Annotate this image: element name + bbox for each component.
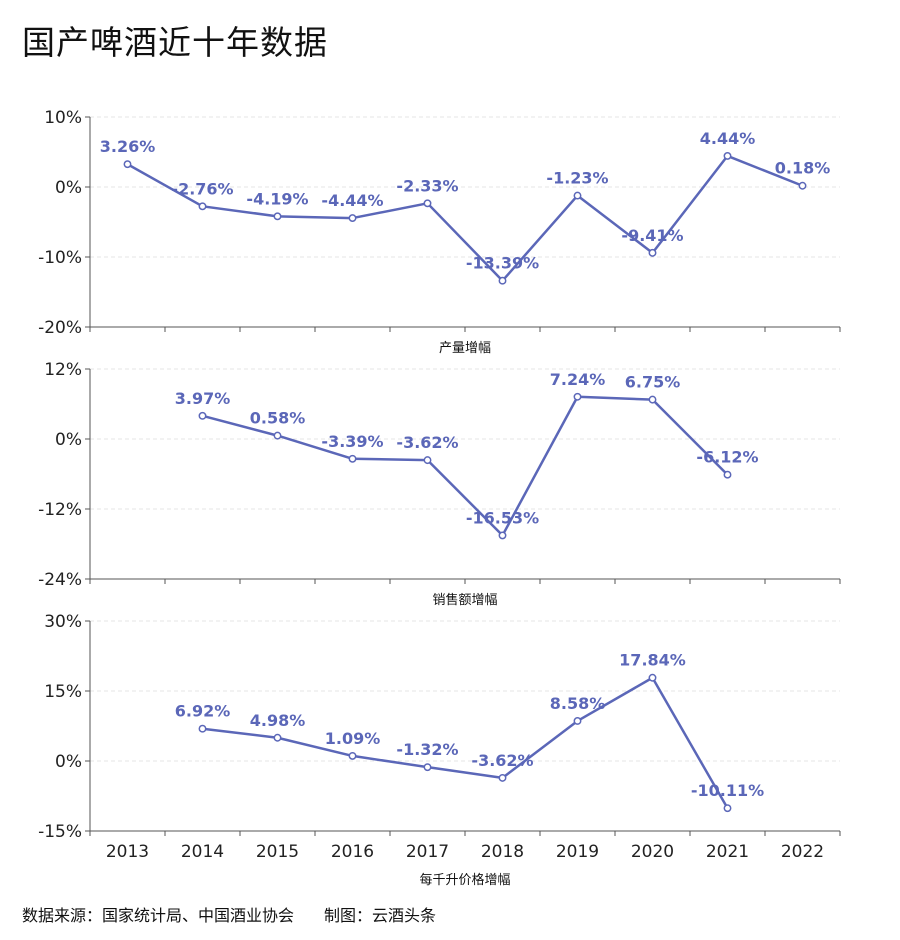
data-point bbox=[423, 456, 432, 465]
x-tick-label: 2016 bbox=[331, 842, 374, 862]
data-label: -13.39% bbox=[466, 254, 539, 273]
x-tick-label: 2019 bbox=[556, 842, 599, 862]
data-label: 1.09% bbox=[325, 729, 381, 748]
x-tick-label: 2022 bbox=[781, 842, 824, 862]
data-label: -2.76% bbox=[171, 179, 233, 198]
x-tick-label: 2013 bbox=[106, 842, 149, 862]
data-label: -3.62% bbox=[396, 433, 458, 452]
y-tick-label: -15% bbox=[38, 822, 82, 842]
data-label: 6.92% bbox=[175, 702, 231, 721]
data-point bbox=[723, 151, 732, 160]
x-tick-label: 2017 bbox=[406, 842, 449, 862]
data-label: 17.84% bbox=[619, 651, 686, 670]
y-tick-label: -12% bbox=[38, 500, 82, 520]
data-label: -3.62% bbox=[471, 751, 533, 770]
y-tick-label: 0% bbox=[55, 430, 82, 450]
y-tick-label: 0% bbox=[55, 178, 82, 198]
y-tick-label: 12% bbox=[44, 360, 82, 380]
panel-caption: 产量增幅 bbox=[439, 341, 491, 356]
panel-caption: 销售额增幅 bbox=[432, 592, 497, 608]
x-tick-label: 2020 bbox=[631, 842, 674, 862]
panel-caption: 每千升价格增幅 bbox=[419, 872, 510, 888]
source-note: 数据来源：国家统计局、中国酒业协会 制图：云酒头条 bbox=[22, 902, 436, 926]
data-label: -1.32% bbox=[396, 740, 458, 759]
data-label: 7.24% bbox=[550, 370, 606, 389]
data-label: -4.19% bbox=[246, 189, 308, 208]
data-point bbox=[723, 470, 732, 479]
data-point bbox=[198, 202, 207, 211]
data-label: -10.11% bbox=[691, 781, 764, 800]
y-tick-label: 15% bbox=[44, 682, 82, 702]
data-label: -16.53% bbox=[466, 508, 539, 527]
y-tick-label: -20% bbox=[38, 318, 82, 338]
x-tick-label: 2021 bbox=[706, 842, 749, 862]
data-point bbox=[123, 160, 132, 169]
data-label: 4.44% bbox=[700, 129, 756, 148]
data-label: -1.23% bbox=[546, 169, 608, 188]
y-tick-label: -10% bbox=[38, 248, 82, 268]
data-point bbox=[648, 248, 657, 257]
data-point bbox=[573, 717, 582, 725]
data-point bbox=[573, 392, 582, 401]
y-tick-label: 0% bbox=[55, 752, 82, 772]
data-label: 3.97% bbox=[175, 389, 231, 408]
data-point bbox=[198, 411, 207, 420]
data-point bbox=[798, 181, 807, 190]
data-point bbox=[348, 751, 357, 760]
page-title: 国产啤酒近十年数据 bbox=[22, 23, 328, 62]
x-tick-label: 2018 bbox=[481, 842, 524, 862]
data-label: 8.58% bbox=[550, 694, 606, 713]
data-point bbox=[648, 673, 657, 682]
data-point bbox=[273, 733, 282, 742]
data-point bbox=[648, 395, 657, 404]
data-point bbox=[348, 214, 357, 223]
data-label: 0.18% bbox=[775, 159, 831, 178]
x-tick-label: 2014 bbox=[181, 842, 224, 862]
data-point bbox=[273, 431, 282, 440]
data-source: 数据来源：国家统计局、中国酒业协会 bbox=[22, 906, 295, 925]
data-label: 6.75% bbox=[625, 373, 681, 392]
data-label: -4.44% bbox=[321, 191, 383, 210]
data-label: -9.41% bbox=[621, 226, 683, 245]
chart-area: 10% 0% -10% -20% 3.26% -2.76% -4.19% -4.44% -2.3… bbox=[38, 108, 841, 888]
data-label: -2.33% bbox=[396, 176, 458, 195]
series-line bbox=[202, 676, 729, 809]
data-point bbox=[273, 212, 282, 221]
data-label: -3.39% bbox=[321, 432, 383, 451]
data-point bbox=[498, 531, 507, 540]
y-tick-label: -24% bbox=[38, 570, 82, 590]
data-point bbox=[573, 191, 582, 200]
series-line bbox=[126, 154, 803, 282]
data-label: -6.12% bbox=[696, 448, 758, 467]
series-line bbox=[202, 395, 729, 537]
data-point bbox=[198, 724, 207, 733]
chart-credit: 制图：云酒头条 bbox=[324, 906, 437, 925]
data-point bbox=[423, 199, 432, 208]
data-point bbox=[423, 763, 432, 772]
data-point bbox=[723, 804, 732, 813]
data-point bbox=[348, 454, 357, 463]
data-label: 4.98% bbox=[250, 711, 306, 730]
y-tick-label: 10% bbox=[44, 108, 82, 128]
data-label: 0.58% bbox=[250, 409, 306, 428]
y-tick-label: 30% bbox=[44, 612, 82, 632]
data-point bbox=[498, 276, 507, 285]
x-tick-label: 2015 bbox=[256, 842, 299, 862]
data-point bbox=[498, 773, 507, 782]
data-label: 3.26% bbox=[100, 137, 156, 156]
